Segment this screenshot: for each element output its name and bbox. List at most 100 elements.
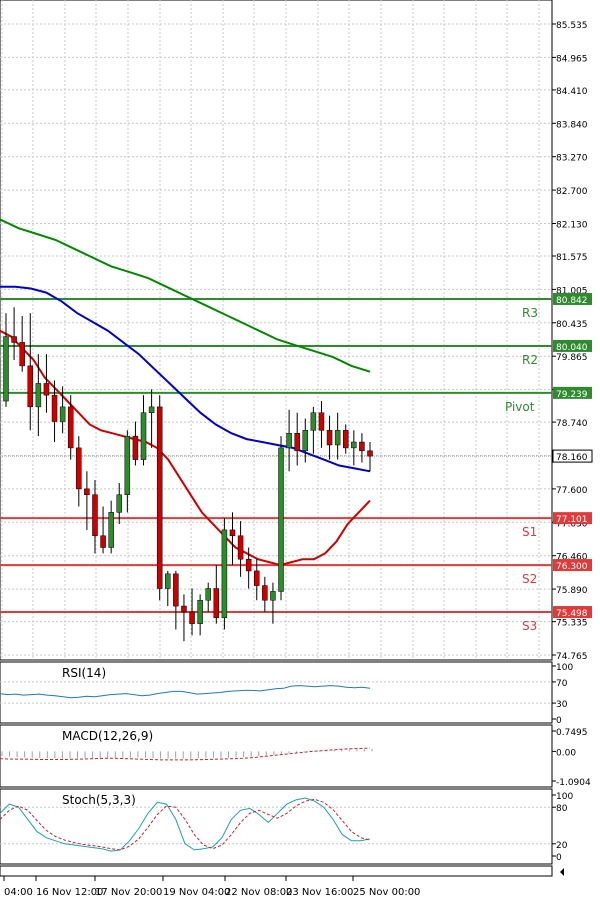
price-tick-label: 79.865 bbox=[556, 353, 588, 363]
candle-body bbox=[286, 432, 292, 449]
candle-body bbox=[310, 412, 317, 431]
candle-body bbox=[189, 611, 195, 624]
price-tick-label: 78.740 bbox=[556, 419, 588, 429]
price-tick-label: 81.005 bbox=[556, 286, 588, 296]
level-value-box bbox=[553, 559, 592, 572]
level-label: S2 bbox=[522, 572, 537, 586]
price-tick-label: 75.335 bbox=[556, 619, 588, 629]
macd-tick-label: 0.00 bbox=[556, 748, 576, 758]
candle-body bbox=[197, 599, 203, 624]
moving-average-line bbox=[0, 285, 371, 473]
candle-body bbox=[221, 529, 228, 619]
price-tick-label: 83.270 bbox=[556, 154, 588, 164]
stoch-tick-label: 100 bbox=[556, 792, 573, 802]
candle-body bbox=[245, 558, 252, 572]
moving-average-line bbox=[0, 218, 371, 373]
candle-body bbox=[254, 570, 260, 586]
candle-body bbox=[108, 512, 114, 548]
candle-body bbox=[318, 412, 325, 431]
time-tick-label: 25 Nov 00:00 bbox=[353, 887, 420, 898]
stoch-title: Stoch(5,3,3) bbox=[62, 793, 136, 807]
candle-body bbox=[173, 573, 179, 607]
candle-body bbox=[3, 336, 9, 402]
price-tick-label: 75.890 bbox=[556, 586, 588, 596]
scroll-arrow-icon bbox=[560, 868, 564, 876]
macd-tick-label: -1.0904 bbox=[556, 778, 591, 788]
price-tick-label: 82.130 bbox=[556, 220, 588, 230]
time-tick-label: 04:00 bbox=[4, 887, 33, 898]
price-tick-label: 81.575 bbox=[556, 253, 588, 263]
time-tick-label: 22 Nov 08:00 bbox=[225, 887, 292, 898]
level-label: S1 bbox=[522, 525, 537, 539]
level-label: S3 bbox=[522, 619, 537, 633]
rsi-tick-label: 30 bbox=[556, 700, 568, 710]
time-tick-label: 17 Nov 20:00 bbox=[95, 887, 162, 898]
level-value-label: 75.498 bbox=[556, 609, 588, 619]
candle-body bbox=[229, 529, 236, 537]
rsi-line bbox=[0, 685, 371, 699]
candle-body bbox=[359, 441, 365, 452]
level-label: R2 bbox=[522, 353, 538, 367]
level-value-box bbox=[553, 292, 592, 305]
time-tick-label: 19 Nov 04:00 bbox=[163, 887, 230, 898]
price-tick-label: 74.765 bbox=[556, 652, 588, 662]
stoch-panel bbox=[0, 788, 553, 865]
level-value-label: 76.300 bbox=[556, 562, 588, 572]
macd-signal-line bbox=[0, 747, 371, 761]
price-tick-label: 83.840 bbox=[556, 120, 588, 130]
rsi-tick-label: 0 bbox=[556, 716, 562, 726]
rsi-tick-label: 100 bbox=[556, 663, 573, 673]
price-tick-label: 80.435 bbox=[556, 320, 588, 330]
price-tick-label: 77.600 bbox=[556, 486, 588, 496]
level-value-box bbox=[553, 386, 592, 399]
level-label: R3 bbox=[522, 306, 538, 320]
rsi-panel bbox=[0, 661, 553, 724]
candle-body bbox=[67, 406, 74, 449]
level-value-box bbox=[553, 339, 592, 352]
candle-body bbox=[19, 342, 25, 367]
rsi-tick-label: 70 bbox=[556, 679, 568, 689]
candle-body bbox=[181, 605, 187, 613]
price-tick-label: 77.030 bbox=[556, 519, 588, 529]
rsi-title: RSI(14) bbox=[62, 666, 106, 680]
stoch-tick-label: 20 bbox=[556, 841, 568, 851]
candle-body bbox=[116, 494, 122, 513]
candle-body bbox=[262, 585, 268, 601]
price-tick-label: 84.965 bbox=[556, 54, 588, 64]
candle-body bbox=[92, 494, 98, 537]
candle-body bbox=[237, 535, 244, 560]
level-value-label: 77.101 bbox=[556, 515, 588, 525]
candle-body bbox=[367, 450, 373, 457]
stoch-line bbox=[0, 797, 371, 852]
candle-body bbox=[100, 535, 106, 548]
scrollbar-strip bbox=[0, 865, 553, 877]
candle-body bbox=[11, 336, 17, 343]
level-value-label: 80.040 bbox=[556, 343, 588, 353]
macd-panel bbox=[0, 724, 553, 788]
candle-body bbox=[205, 588, 211, 601]
level-value-box bbox=[553, 606, 592, 619]
candle-body bbox=[84, 488, 90, 496]
candle-body bbox=[124, 435, 131, 496]
current-price-box bbox=[552, 449, 593, 463]
candle-body bbox=[165, 573, 171, 589]
macd-title: MACD(12,26,9) bbox=[62, 729, 153, 743]
macd-tick-label: 0.7495 bbox=[556, 728, 588, 738]
candle-body bbox=[59, 406, 66, 422]
candle-body bbox=[27, 365, 34, 408]
time-tick-label: 23 Nov 16:00 bbox=[286, 887, 353, 898]
price-tick-label: 85.535 bbox=[556, 21, 588, 31]
moving-average-line bbox=[0, 329, 371, 567]
candle-body bbox=[148, 406, 155, 413]
candle-body bbox=[43, 383, 50, 396]
candle-body bbox=[132, 435, 139, 460]
candle-body bbox=[334, 430, 341, 446]
level-label: Pivot bbox=[505, 400, 535, 414]
candle-body bbox=[326, 430, 333, 446]
stoch-tick-label: 0 bbox=[556, 853, 562, 863]
main-panel bbox=[0, 0, 553, 661]
candle-body bbox=[351, 441, 357, 449]
candle-body bbox=[302, 430, 309, 452]
candle-body bbox=[213, 588, 220, 619]
